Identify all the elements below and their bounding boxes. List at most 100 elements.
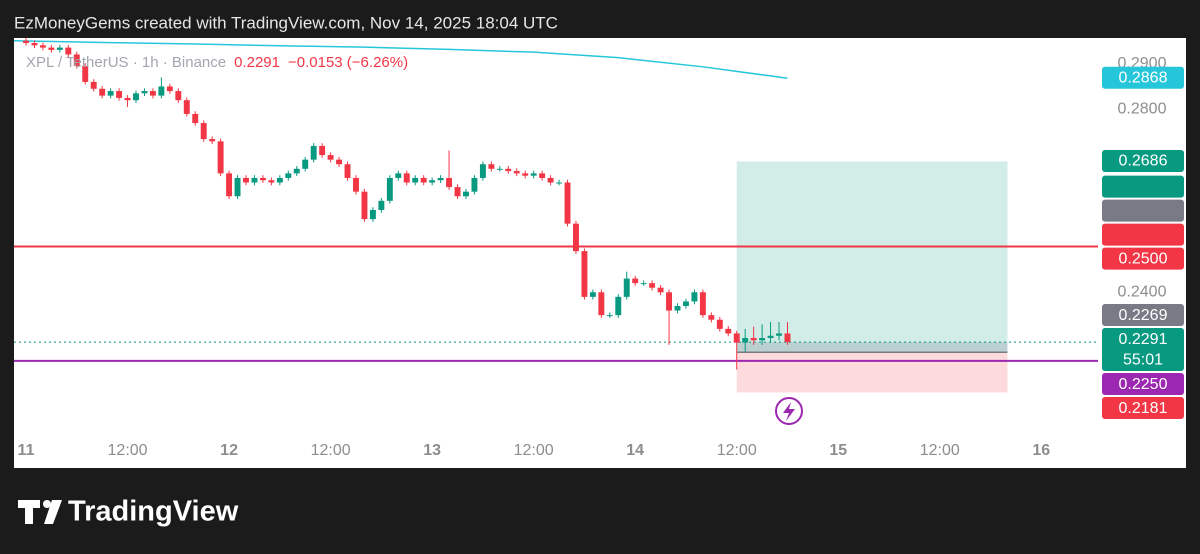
candle-body [243,177,249,183]
candle-body [344,164,351,178]
candle-body [310,145,317,160]
candle-body [437,177,444,181]
candle-body [666,292,672,311]
candle-body [403,173,410,183]
candle-body [556,182,563,184]
candle-body [412,177,419,183]
candle-body [759,338,766,341]
price-tag-label: 0.2686 [1119,153,1168,170]
candle-body [48,47,55,50]
candle-body [200,123,207,140]
candle-body [488,164,495,169]
candle-body [505,168,512,172]
x-tick-label: 12:00 [717,442,757,459]
candle-body [649,283,656,288]
price-tag [1102,247,1184,270]
price-tag-label: 0.2868 [1119,69,1168,86]
candle-body [699,292,706,316]
candle-body [378,200,385,210]
candle-body [90,81,97,89]
candle-body [682,301,689,306]
candle-body [446,177,453,188]
candle-body [564,182,571,224]
legend-price: 0.2291 [234,54,280,71]
price-tag-label: 0.2291 [1119,331,1168,348]
price-tag [1102,175,1184,198]
candle-body [530,173,537,176]
candle-body [657,287,664,293]
candle-body [615,296,622,316]
candle-body [369,209,376,220]
candle-body [251,177,258,183]
x-tick-label: 12:00 [108,442,148,459]
target-zone [736,161,1008,353]
header: EzMoneyGems created with TradingView.com… [14,13,558,32]
candle-body [420,177,427,183]
candle-body [395,173,402,178]
candle-body [733,333,740,343]
x-tick-label: 12 [220,442,238,459]
x-tick-label: 12:00 [920,442,960,459]
candle-body [336,159,343,165]
x-tick-label: 12:00 [311,442,351,459]
candle-body [234,177,241,197]
candle-body [65,47,72,55]
candle-body [674,306,681,311]
candle-body [99,88,106,96]
candle-body [39,45,46,48]
stop-zone [736,352,1008,393]
candle-body [192,113,199,124]
candle-body [513,171,520,174]
price-tag [1102,66,1184,89]
candle-body [56,47,63,50]
candle-body [166,86,173,92]
x-tick-label: 13 [423,442,441,459]
candle-body [31,43,38,46]
candle-body [175,91,182,101]
candle-body [23,40,29,44]
candle-body [124,97,131,101]
candle-body [708,315,715,320]
candle-body [141,91,148,94]
overlay: XPL / TetherUS · 1h · Binance 0.2291 −0.01… [26,54,803,425]
candle-body [742,338,749,343]
candle-body [539,173,546,178]
price-tag [1102,373,1184,396]
candle-body [149,91,156,96]
candle-body [640,283,647,285]
candle-body [353,177,359,192]
x-tick-label: 12:00 [514,442,554,459]
alert-icon[interactable] [775,397,803,425]
price-tag [1102,304,1184,327]
candle-body [725,328,732,334]
price-tag-label: 0.2269 [1119,307,1168,324]
candle-body [285,173,292,178]
price-axis: 0.29000.28000.24000.28680.26860.25000.22… [1102,55,1184,420]
x-tick-label: 16 [1032,442,1050,459]
price-tag [1102,199,1184,222]
candle-body [522,173,529,176]
candle-body [463,191,469,197]
candle-body [767,335,774,339]
candle-body [226,173,233,197]
candle-body [158,86,165,96]
candle-body [209,139,216,142]
plot-area [14,38,1098,393]
candle-body [319,145,326,156]
moving-average [14,39,788,79]
candle-body [776,333,782,336]
candle-body [598,292,605,316]
legend-change: −0.0153 (−6.26%) [288,54,408,71]
candle-body [623,278,630,297]
candle-body [293,168,300,174]
price-tag-label: 0.2500 [1119,250,1168,267]
candle-body [496,168,503,170]
price-tag-label: 0.2181 [1119,400,1168,417]
candle-body [116,91,123,98]
candle-body [606,315,613,317]
price-tag [1102,328,1184,372]
y-tick-label: 0.2800 [1118,101,1167,118]
x-tick-label: 11 [18,442,35,459]
candle-body [386,177,393,201]
